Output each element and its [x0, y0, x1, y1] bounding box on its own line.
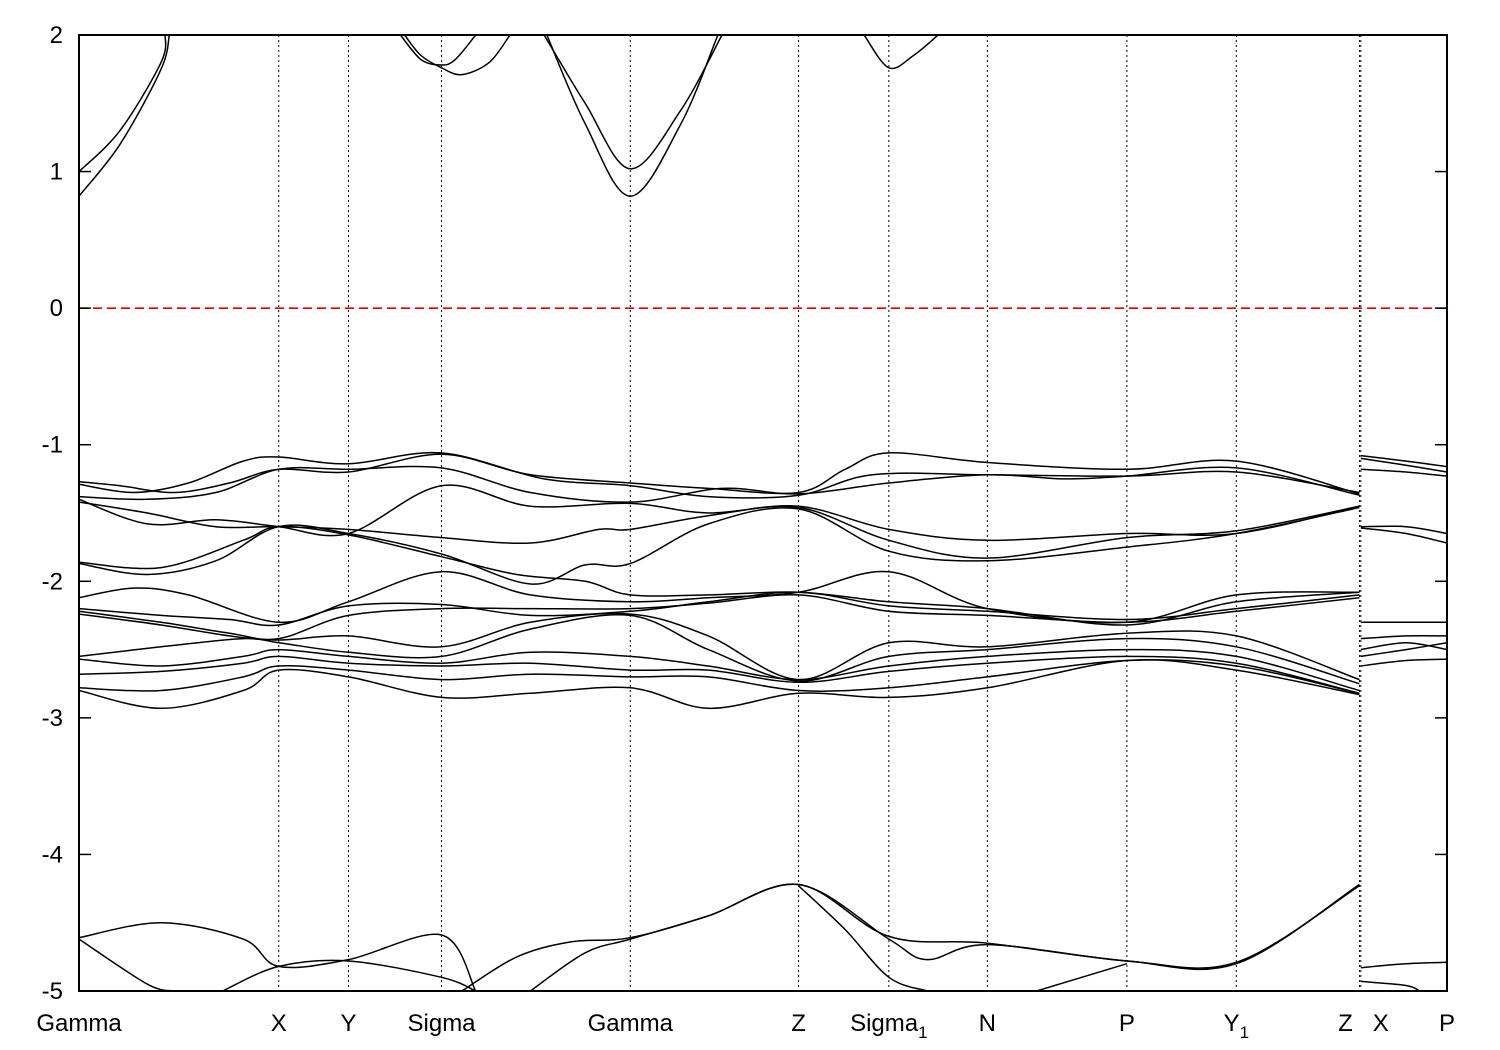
band-line-36 [1360, 634, 1447, 640]
band-line-29 [1036, 962, 1128, 991]
x-axis: Gamma X Y Sigma Gamma Z Sigma1 N P Y1 Z X P [36, 1010, 1455, 1042]
band-line-24 [79, 938, 175, 991]
band-line-9 [79, 465, 1360, 503]
band-line-18 [79, 614, 1360, 685]
y-tick-label: -2 [42, 568, 63, 595]
y-tick-label: -3 [42, 705, 63, 732]
band-line-32 [1360, 468, 1447, 477]
band-line-6 [863, 35, 939, 70]
band-line-30 [1360, 454, 1447, 468]
x-tick-label: Gamma [36, 1010, 122, 1037]
x-tick-label: P [1439, 1010, 1455, 1037]
band-line-17 [79, 612, 1360, 681]
band-line-10 [79, 484, 1360, 542]
band-line-41 [1360, 980, 1420, 991]
band-line-38 [1360, 641, 1447, 658]
band-line-25 [222, 959, 476, 991]
band-line-20 [79, 655, 1360, 695]
band-line-2 [404, 35, 511, 76]
band-line-1 [79, 35, 171, 197]
band-line-19 [79, 648, 1360, 692]
band-line-21 [79, 659, 1360, 695]
x-tick-label: Z [1338, 1010, 1353, 1037]
band-line-5 [546, 35, 719, 197]
x-tick-label: Y1 [1224, 1010, 1249, 1042]
x-tick-label: Z [791, 1010, 806, 1037]
band-lines [79, 35, 1447, 991]
x-tick-label: X [271, 1010, 287, 1037]
y-tick-label: 0 [50, 295, 63, 322]
band-line-4 [543, 35, 723, 170]
band-line-11 [79, 501, 1360, 559]
y-tick-label: 2 [50, 22, 63, 49]
band-line-28 [798, 885, 928, 991]
x-tick-label: Gamma [588, 1010, 674, 1037]
band-line-40 [1360, 961, 1447, 969]
x-tick-label: Y [340, 1010, 356, 1037]
y-axis: -5 -4 -3 -2 -1 0 1 2 [42, 22, 1447, 1005]
band-line-27 [529, 883, 1360, 991]
y-tick-label: -4 [42, 841, 63, 868]
kpoint-gridlines [278, 35, 1362, 991]
band-line-33 [1360, 525, 1447, 535]
y-tick-label: -5 [42, 978, 63, 1005]
band-line-23 [79, 921, 477, 991]
band-line-12 [79, 506, 1360, 585]
band-line-13 [79, 525, 1360, 626]
band-line-8 [79, 451, 1360, 499]
band-line-3 [399, 35, 477, 66]
x-tick-label: Sigma1 [850, 1010, 928, 1042]
plot-border [78, 34, 1448, 992]
band-line-39 [1360, 658, 1447, 667]
band-line-37 [1360, 641, 1447, 651]
y-tick-label: 1 [50, 159, 63, 186]
band-line-26 [461, 883, 1360, 991]
x-tick-label: N [979, 1010, 996, 1037]
band-line-0 [79, 35, 167, 173]
x-tick-label: Sigma [408, 1010, 477, 1037]
y-tick-label: -1 [42, 432, 63, 459]
band-line-14 [79, 570, 1360, 624]
band-line-7 [79, 452, 1360, 495]
x-tick-label: P [1119, 1010, 1135, 1037]
band-line-22 [79, 659, 1360, 710]
band-line-31 [1360, 457, 1447, 473]
band-line-34 [1360, 527, 1447, 544]
band-line-15 [79, 591, 1360, 627]
x-tick-label: X [1373, 1010, 1389, 1037]
plot-frame [78, 34, 1448, 992]
